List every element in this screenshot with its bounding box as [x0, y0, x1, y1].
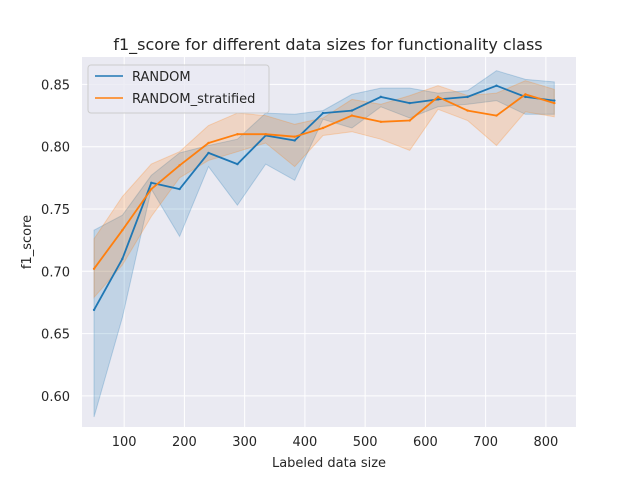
x-tick-label: 700: [473, 435, 498, 450]
y-tick-label: 0.70: [41, 265, 70, 280]
chart-title: f1_score for different data sizes for fu…: [113, 35, 542, 55]
point-random-stratified: [379, 120, 383, 123]
band-random-stratified: [93, 80, 555, 299]
point-random: [178, 187, 181, 191]
point-random: [524, 95, 527, 99]
confidence-bands: [93, 70, 555, 418]
series-lines: [92, 84, 556, 312]
point-random: [495, 84, 498, 87]
point-random-stratified: [408, 119, 411, 122]
point-random: [436, 98, 440, 101]
point-random: [92, 308, 96, 312]
y-tick-label: 0.60: [41, 390, 70, 405]
point-random-stratified: [150, 187, 153, 191]
point-random-stratified: [178, 164, 181, 167]
point-random-stratified: [553, 101, 556, 105]
x-tick-label: 200: [172, 435, 197, 450]
x-tick-label: 800: [533, 435, 558, 450]
point-random-stratified: [495, 114, 498, 117]
point-random-stratified: [92, 267, 96, 270]
point-random: [293, 139, 296, 142]
point-random: [150, 181, 153, 185]
point-random-stratified: [524, 93, 527, 96]
plot-area: [82, 57, 576, 427]
point-random: [350, 109, 354, 112]
tick-labels: 100 200 300 400 500 600 700 800 0.60 0.65 0.70 0.75…: [41, 78, 558, 450]
point-random: [408, 101, 411, 105]
point-random: [553, 99, 556, 102]
legend: RANDOM RANDOM_stratified: [87, 64, 270, 114]
x-tick-label: 100: [112, 435, 137, 450]
legend-label-random: RANDOM: [132, 70, 191, 85]
point-random: [321, 111, 325, 115]
point-random-stratified: [264, 133, 267, 136]
point-random: [207, 151, 210, 155]
x-tick-label: 600: [413, 435, 438, 450]
point-random: [466, 95, 469, 99]
point-random-stratified: [436, 95, 440, 99]
y-axis-label: f1_score: [20, 215, 35, 269]
y-tick-label: 0.85: [41, 78, 70, 93]
grid-lines: [82, 57, 576, 427]
point-random-stratified: [236, 133, 239, 136]
x-tick-label: 500: [353, 435, 378, 450]
y-tick-label: 0.75: [41, 203, 70, 218]
legend-label-random-stratified: RANDOM_stratified: [132, 92, 255, 107]
point-random: [236, 162, 239, 166]
x-tick-label: 300: [232, 435, 257, 450]
point-random-stratified: [207, 141, 210, 145]
point-random-stratified: [350, 114, 354, 117]
x-axis-label: Labeled data size: [272, 456, 386, 471]
point-random-stratified: [121, 228, 124, 232]
point-random-stratified: [466, 109, 469, 112]
legend-box: [87, 64, 270, 114]
y-tick-label: 0.65: [41, 328, 70, 343]
x-tick-label: 400: [292, 435, 317, 450]
y-tick-label: 0.80: [41, 141, 70, 156]
point-random: [379, 95, 383, 99]
point-random: [121, 257, 124, 261]
band-random: [93, 70, 555, 418]
point-random-stratified: [293, 135, 296, 138]
point-random-stratified: [321, 126, 325, 130]
